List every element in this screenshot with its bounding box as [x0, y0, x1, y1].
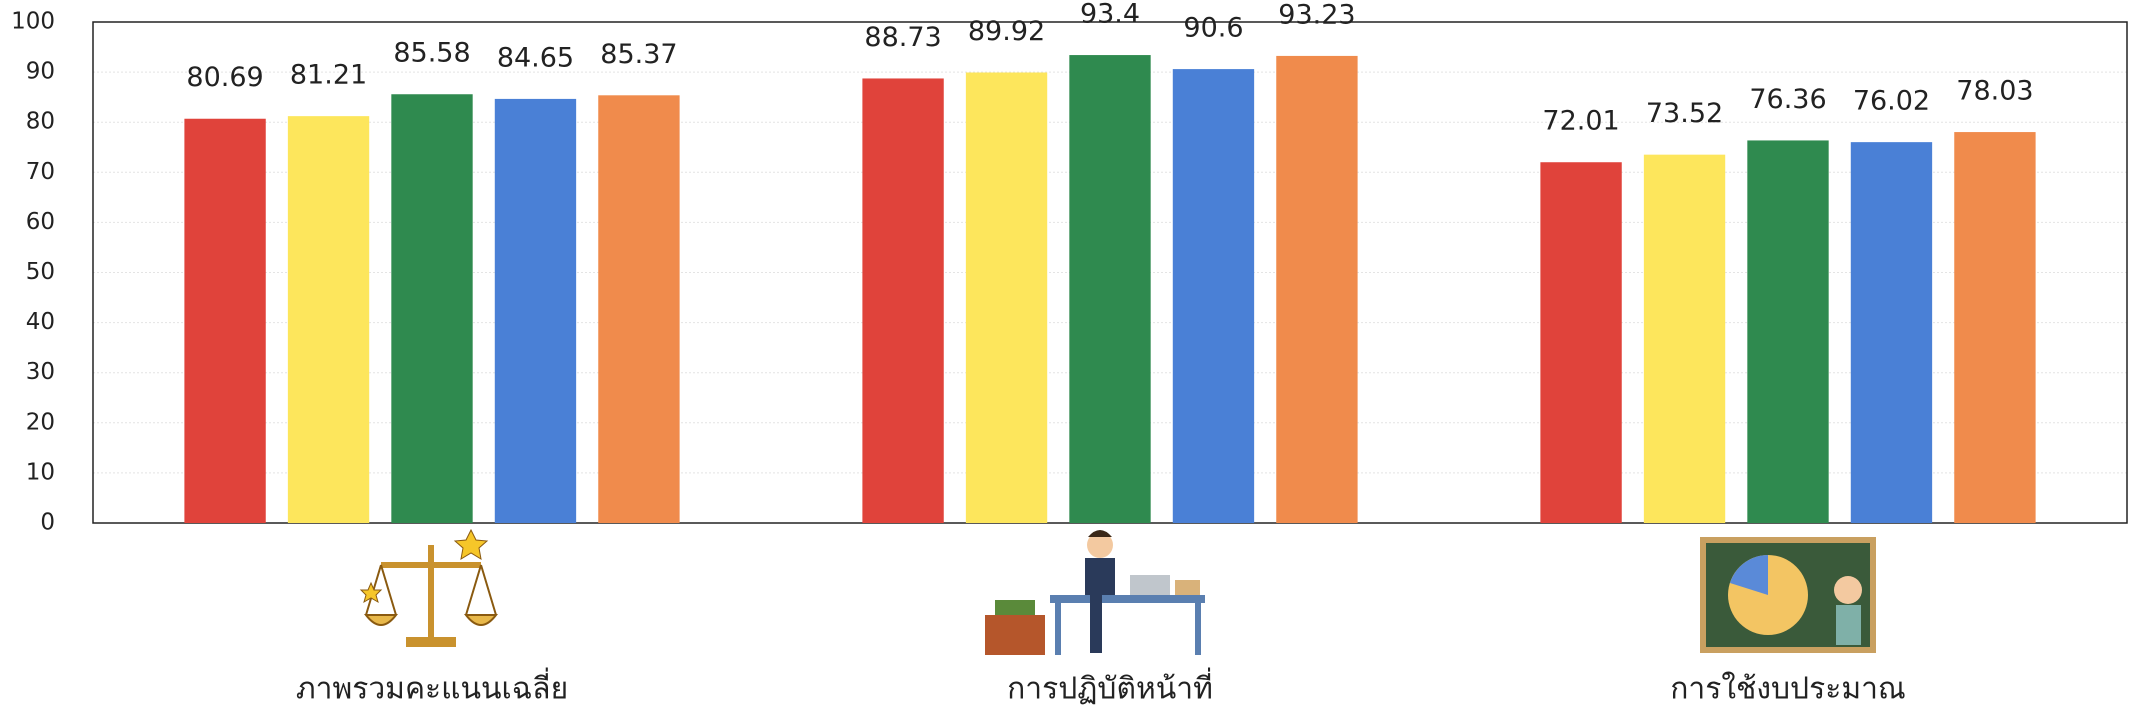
y-tick-label: 10 — [26, 459, 55, 485]
bar — [965, 72, 1048, 524]
bar — [1954, 132, 2036, 523]
value-label: 72.01 — [1542, 106, 1619, 137]
y-tick-label: 40 — [26, 309, 55, 335]
y-tick-label: 20 — [26, 409, 55, 435]
value-label: 76.36 — [1749, 84, 1826, 115]
bar — [1069, 55, 1151, 523]
y-tick-label: 90 — [26, 59, 55, 85]
y-tick-label: 50 — [26, 259, 55, 285]
value-label: 89.92 — [968, 16, 1045, 47]
bar — [1850, 142, 1933, 523]
x-tick-label: ภาพรวมคะแนนเฉลี่ย — [296, 668, 568, 707]
value-label: 85.37 — [600, 39, 677, 70]
x-tick-label: การปฏิบัติหน้าที่ — [1007, 668, 1213, 707]
bar — [1643, 154, 1726, 523]
y-tick-label: 100 — [11, 9, 55, 35]
x-tick-label: การใช้งบประมาณ — [1670, 672, 1906, 707]
value-label: 93.4 — [1080, 0, 1140, 30]
y-tick-label: 30 — [26, 359, 55, 385]
value-label: 80.69 — [186, 62, 263, 93]
icon-scales — [359, 528, 499, 647]
value-label: 81.21 — [290, 60, 367, 91]
value-label: 73.52 — [1646, 98, 1723, 129]
y-tick-label: 80 — [26, 109, 55, 135]
bar — [184, 118, 266, 523]
icon-board — [1700, 537, 1876, 653]
value-label: 93.23 — [1278, 0, 1355, 30]
bar — [494, 98, 577, 523]
value-label: 76.02 — [1853, 86, 1930, 117]
bar — [862, 78, 944, 523]
value-label: 78.03 — [1956, 76, 2033, 107]
bar — [1276, 55, 1358, 524]
bar — [287, 116, 370, 523]
y-tick-label: 60 — [26, 209, 55, 235]
bar — [598, 95, 680, 524]
y-tick-label: 0 — [40, 510, 55, 536]
y-tick-label: 70 — [26, 159, 55, 185]
value-label: 85.58 — [393, 38, 470, 69]
bar — [1540, 162, 1622, 523]
value-label: 88.73 — [864, 22, 941, 53]
value-label: 84.65 — [497, 42, 574, 73]
bar — [1747, 140, 1829, 523]
icon-desk — [985, 530, 1205, 655]
bar — [391, 94, 473, 523]
value-label: 90.6 — [1183, 13, 1243, 44]
bar — [1172, 69, 1255, 524]
